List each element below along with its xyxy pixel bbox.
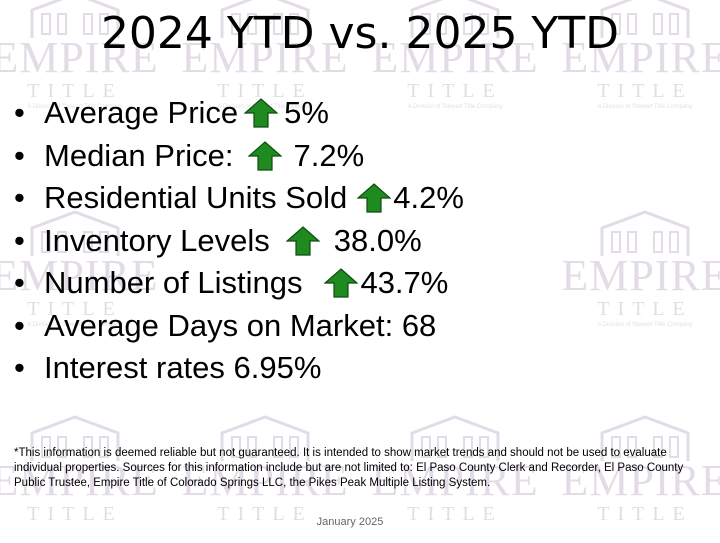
up-arrow-icon — [244, 98, 279, 128]
up-arrow-icon — [324, 268, 359, 298]
bullet-average-price: • Average Price 5% — [14, 92, 464, 135]
up-arrow-icon — [247, 140, 282, 171]
bullet-label: Inventory Levels — [44, 222, 270, 258]
bullet-value: 7.2% — [293, 137, 365, 173]
bullet-listings: • Number of Listings 43.7% — [14, 262, 464, 305]
bullet-label: Average Days on Market: 68 — [44, 307, 437, 343]
footer-date: January 2025 — [316, 516, 384, 528]
bullet-value: 38.0% — [333, 222, 422, 258]
slide-title: 2024 YTD vs. 2025 YTD — [100, 8, 620, 59]
house-icon — [600, 210, 690, 256]
bullet-inventory: • Inventory Levels 38.0% — [14, 220, 464, 263]
bullet-interest-rates: • Interest rates 6.95% — [14, 347, 464, 390]
bullet-median-price: • Median Price: 7.2% — [14, 135, 464, 178]
up-arrow-icon — [285, 225, 320, 256]
bullet-label: Residential Units Sold — [44, 180, 348, 215]
disclaimer: *This information is deemed reliable but… — [14, 446, 720, 491]
bullet-label: Average Price — [44, 95, 239, 130]
bullet-label: Number of Listings — [44, 265, 303, 300]
bullet-value: 43.7% — [360, 265, 449, 300]
bullet-label: Interest rates 6.95% — [44, 350, 322, 385]
bullet-label: Median Price: — [44, 137, 234, 173]
bullet-units-sold: • Residential Units Sold 4.2% — [14, 177, 464, 220]
bullet-value: 5% — [284, 95, 329, 130]
disclaimer-line: Public Trustee, Empire Title of Colorado… — [14, 477, 491, 489]
disclaimer-line: *This information is deemed reliable but… — [14, 447, 667, 459]
up-arrow-icon — [357, 183, 392, 213]
bullet-list: • Average Price 5% • Median Price: 7.2% … — [14, 92, 464, 390]
disclaimer-line: individual properties. Sources for this … — [14, 462, 684, 474]
bullet-value: 4.2% — [393, 180, 464, 215]
bullet-days-on-market: • Average Days on Market: 68 — [14, 305, 464, 348]
watermark-logo: EMPIRE TITLE A Division of Stewart Title… — [560, 210, 720, 338]
